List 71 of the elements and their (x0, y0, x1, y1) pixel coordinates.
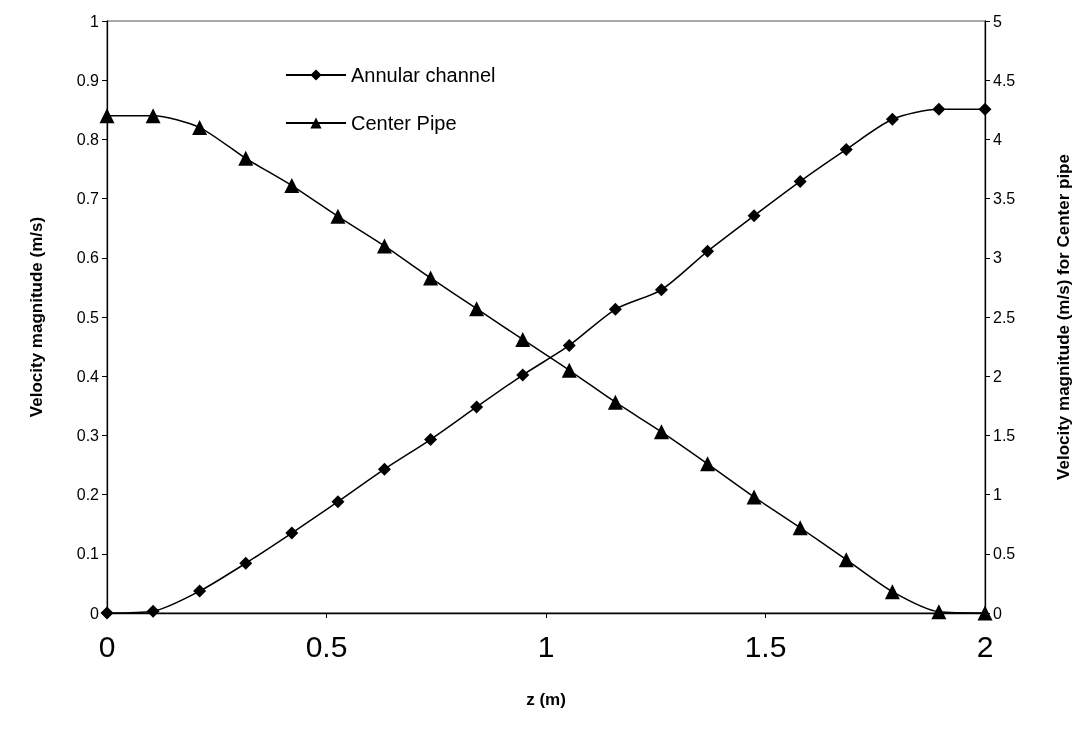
point (793, 174, 807, 188)
point (238, 150, 254, 166)
x-tick-label: 2 (976, 629, 994, 663)
point (331, 495, 345, 509)
point (285, 526, 299, 540)
y2-tick-label: 4 (993, 130, 1002, 148)
point (99, 108, 115, 124)
y-tick-label: 0 (90, 604, 100, 622)
y-tick-label: 0.3 (76, 426, 100, 444)
point (423, 270, 439, 286)
y2-tick-label: 2 (993, 367, 1002, 385)
point (284, 178, 300, 194)
point (239, 556, 253, 570)
point (608, 302, 622, 316)
y2-tick-label: 5 (993, 12, 1002, 30)
y2-tick-label: 3.5 (993, 190, 1016, 208)
y2-tick-label: 1.5 (993, 426, 1016, 444)
y2-axis-title: Velocity magnitude (m/s) for Center pipe (1054, 154, 1073, 480)
point (700, 456, 716, 472)
y-axis-title: Velocity magnitude (m/s) (27, 216, 46, 418)
point (192, 120, 208, 136)
point (977, 605, 993, 621)
point (330, 208, 346, 224)
x-tick-label: 1.5 (744, 629, 787, 663)
point (839, 142, 853, 156)
legend-label: Annular channel (351, 64, 496, 86)
point (838, 552, 854, 568)
x-tick-label: 0.5 (305, 629, 348, 663)
point (931, 604, 947, 620)
point (562, 338, 576, 352)
point (424, 433, 438, 447)
point (792, 520, 808, 536)
point (701, 244, 715, 258)
point (607, 394, 623, 410)
point (746, 489, 762, 505)
point (654, 283, 668, 297)
point (146, 604, 160, 618)
point (470, 400, 484, 414)
point (100, 606, 114, 620)
point (747, 209, 761, 223)
point (193, 584, 207, 598)
y2-tick-label: 0 (993, 604, 1002, 622)
y-tick-label: 0.5 (76, 308, 100, 326)
point (145, 108, 161, 124)
point (377, 462, 391, 476)
y-tick-label: 0.8 (76, 130, 100, 148)
y2-tick-label: 1 (993, 486, 1002, 504)
y2-tick-label: 2.5 (993, 308, 1016, 326)
point (561, 362, 577, 378)
point (469, 301, 485, 317)
y-tick-label: 1 (90, 12, 100, 30)
y-tick-label: 0.9 (76, 71, 100, 89)
point (516, 368, 530, 382)
point (932, 102, 946, 116)
point (978, 102, 992, 116)
y-tick-label: 0.6 (76, 249, 100, 267)
legend-label: Center Pipe (351, 112, 457, 134)
point (885, 112, 899, 126)
y2-tick-label: 3 (993, 249, 1002, 267)
point (376, 238, 392, 254)
y2-tick-label: 0.5 (993, 545, 1016, 563)
x-tick-label: 1 (537, 629, 555, 663)
x-axis-title: z (m) (526, 690, 566, 709)
y-tick-label: 0.2 (76, 486, 100, 504)
point (515, 332, 531, 347)
point (884, 584, 900, 600)
y-tick-label: 0.7 (76, 190, 100, 208)
y2-tick-label: 4.5 (993, 71, 1016, 89)
y-tick-label: 0.4 (76, 367, 100, 385)
y-tick-label: 0.1 (76, 545, 100, 563)
point (653, 424, 669, 440)
